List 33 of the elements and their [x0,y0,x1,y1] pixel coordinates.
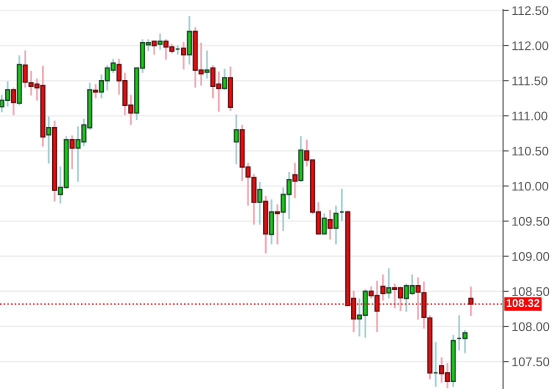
candlestick [180,41,186,70]
candlestick [70,134,75,170]
y-tick-label: 109.00 [512,252,550,261]
candlestick [268,198,274,246]
candlestick [46,116,52,164]
candlestick [333,204,339,246]
y-tick-label: 112.00 [512,41,548,50]
candlestick [380,274,386,302]
candlestick [204,50,210,80]
y-tick-label: 110.00 [512,182,548,191]
candlestick [186,15,192,66]
candlestick [322,212,327,236]
y-tick-label: 110.50 [512,146,548,156]
candlestick [158,32,163,51]
y-tick-label: 107.50 [512,357,550,366]
candlestick [328,209,333,240]
candlestick [10,86,16,116]
candlestick [234,114,239,166]
candlestick [386,267,392,300]
candlestick [274,203,280,246]
candlestick [222,68,228,91]
y-tick-label: 112.50 [512,6,548,16]
y-tick-label: 109.50 [512,216,550,226]
candlestick [292,162,298,199]
y-tick-label: 111.50 [512,76,548,86]
candlestick [468,286,474,317]
y-tick-label: 111.00 [512,112,548,120]
candlestick [93,83,98,100]
candlestick [257,180,262,226]
candlestick [152,40,157,56]
y-tick-label: 108.00 [512,322,550,332]
y-tick-label: 108.50 [512,287,550,296]
ref-line-label: 108.32 [506,299,540,308]
